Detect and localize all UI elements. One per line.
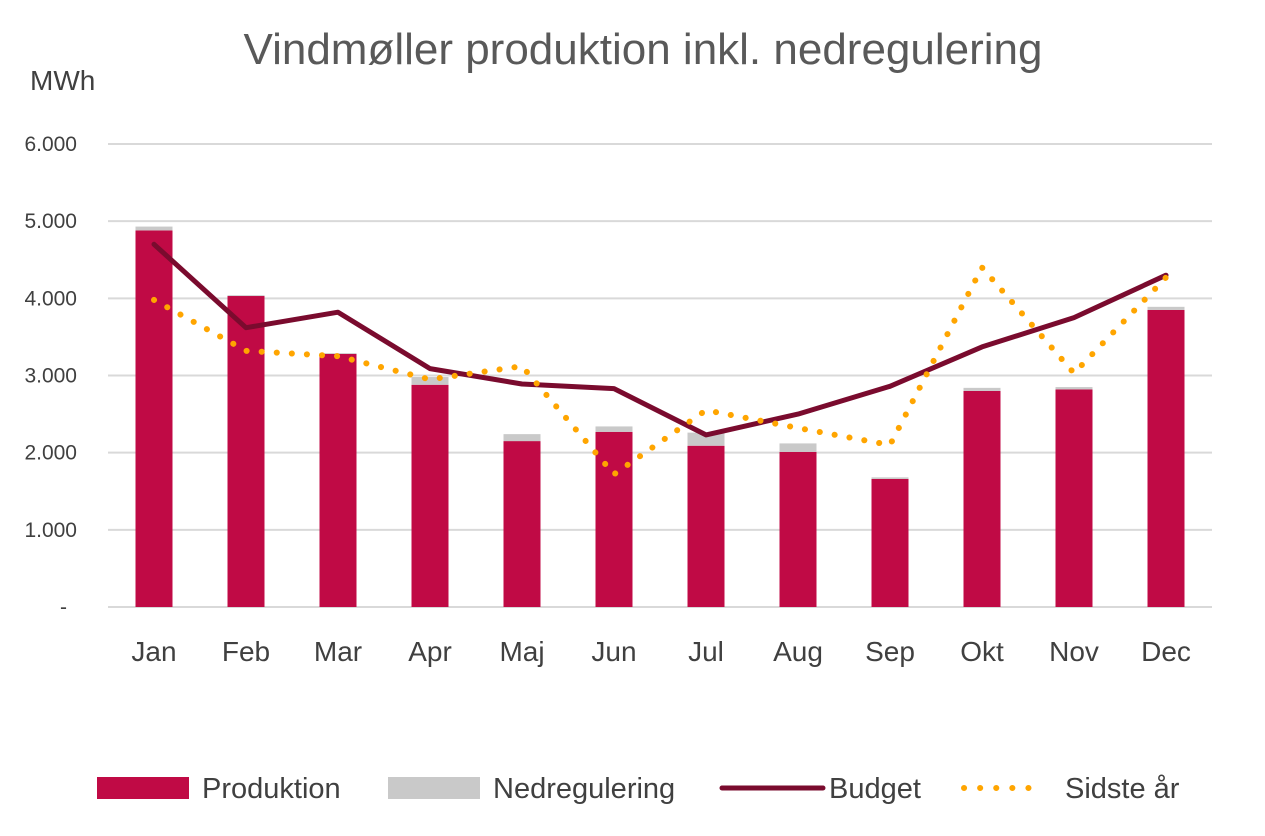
bar-produktion — [1147, 309, 1185, 607]
bar-nedregulering — [779, 443, 817, 452]
bars — [135, 226, 1185, 607]
x-axis-ticks: Jan Feb Mar Apr Maj Jun Jul Aug Sep Okt Nov Dec — [131, 636, 1190, 667]
y-axis-unit-label: MWh — [30, 65, 95, 96]
y-tick-label: 1.000 — [24, 519, 77, 542]
y-tick-label: - — [60, 596, 67, 619]
bar-produktion — [963, 390, 1001, 607]
x-tick-label: Nov — [1049, 636, 1099, 667]
bar-produktion — [227, 296, 265, 607]
bar-nedregulering — [687, 432, 725, 446]
legend-label-produktion: Produktion — [202, 773, 341, 805]
y-tick-label: 4.000 — [24, 287, 77, 310]
legend-label-sidste-ar: Sidste år — [1065, 773, 1180, 805]
bar-nedregulering — [227, 295, 265, 297]
bar-nedregulering — [1147, 306, 1185, 310]
line-sidste-ar — [151, 264, 1169, 478]
bar-nedregulering — [1055, 387, 1093, 390]
bar-produktion — [687, 445, 725, 607]
bar-produktion — [135, 230, 173, 607]
legend-label-nedregulering: Nedregulering — [493, 773, 675, 805]
bar-nedregulering — [411, 377, 449, 385]
y-tick-label: 6.000 — [24, 133, 77, 156]
x-tick-label: Mar — [314, 636, 362, 667]
y-axis-ticks: - 1.000 2.000 3.000 4.000 5.000 6.000 — [24, 133, 77, 619]
x-tick-label: Jul — [688, 636, 724, 667]
bar-produktion — [503, 441, 541, 607]
bar-nedregulering — [871, 477, 909, 479]
bar-produktion — [1055, 389, 1093, 607]
bar-produktion — [779, 451, 817, 607]
y-tick-label: 5.000 — [24, 210, 77, 233]
y-tick-label: 3.000 — [24, 365, 77, 388]
x-tick-label: Jan — [131, 636, 176, 667]
x-tick-label: Apr — [408, 636, 452, 667]
x-tick-label: Okt — [960, 636, 1004, 667]
x-tick-label: Jun — [591, 636, 636, 667]
legend-swatch-nedregulering — [388, 777, 480, 799]
bar-nedregulering — [135, 226, 173, 231]
bar-produktion — [595, 431, 633, 607]
lines — [151, 241, 1169, 478]
bar-produktion — [411, 384, 449, 607]
x-tick-label: Sep — [865, 636, 915, 667]
bar-produktion — [871, 478, 909, 607]
x-tick-label: Maj — [499, 636, 544, 667]
line-budget — [151, 241, 1169, 438]
bar-nedregulering — [963, 387, 1001, 391]
bar-nedregulering — [595, 426, 633, 432]
y-tick-label: 2.000 — [24, 442, 77, 465]
bar-nedregulering — [503, 434, 541, 442]
legend-swatch-produktion — [97, 777, 189, 799]
bar-produktion — [319, 353, 357, 607]
legend-label-budget: Budget — [829, 773, 921, 805]
x-tick-label: Feb — [222, 636, 270, 667]
x-tick-label: Dec — [1141, 636, 1191, 667]
legend: Produktion Nedregulering Budget Sidste år — [97, 773, 1180, 805]
gridlines — [108, 143, 1212, 608]
x-tick-label: Aug — [773, 636, 823, 667]
chart-title: Vindmøller produktion inkl. nedregulerin… — [244, 25, 1043, 74]
